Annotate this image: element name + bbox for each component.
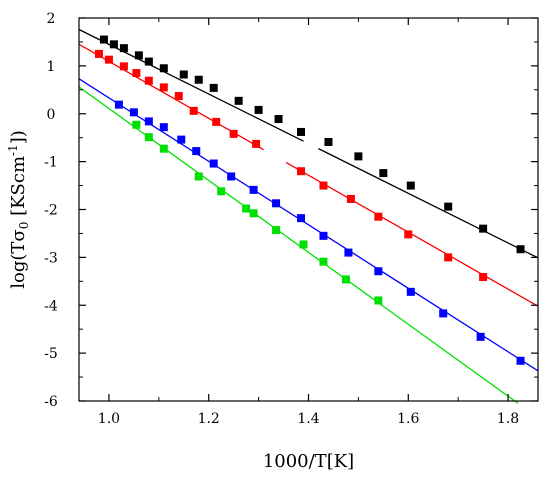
data-point-series-1-17: [406, 181, 415, 190]
data-point-series-4-11: [341, 275, 350, 284]
data-point-series-4-8: [272, 226, 281, 235]
data-point-series-3-16: [439, 309, 448, 318]
fit-lines-layer: [78, 28, 539, 404]
data-point-series-2-11: [252, 139, 261, 148]
y-axis-title-sub: 0: [17, 222, 31, 230]
data-point-series-3-3: [144, 117, 153, 126]
y-axis-title-sup: -1: [6, 144, 20, 156]
data-point-series-1-5: [144, 57, 153, 66]
fit-line-series-1-segment-2: [318, 148, 539, 259]
data-point-series-2-5: [144, 76, 153, 85]
y-tick-label: -3: [44, 250, 58, 266]
data-point-series-3-14: [374, 267, 383, 276]
data-point-series-1-18: [444, 202, 453, 211]
axis-ticks-layer: 1.0 1.2 1.4 1.6 1.8 2 1 0 -1 -2 -3 -4 -5 -6: [44, 11, 538, 427]
y-axis-title-prefix: log(T: [8, 242, 29, 289]
data-point-series-2-1: [94, 49, 103, 58]
data-point-series-3-15: [406, 287, 415, 296]
data-point-series-3-12: [319, 231, 328, 240]
data-point-series-3-4: [159, 123, 168, 132]
data-point-series-4-6: [242, 204, 251, 213]
data-point-series-2-4: [132, 69, 141, 78]
data-point-series-2-8: [189, 106, 198, 115]
data-point-series-1-12: [274, 115, 283, 124]
y-axis-title-units-open: [KScm: [8, 156, 29, 222]
x-tick-label: 1.4: [297, 411, 319, 427]
y-tick-label: -1: [44, 155, 58, 171]
data-point-series-1-13: [297, 127, 306, 136]
data-point-series-2-12: [297, 167, 306, 176]
y-tick-label: 2: [47, 11, 56, 27]
data-point-series-3-18: [516, 356, 525, 365]
data-point-series-1-7: [179, 70, 188, 79]
data-point-series-3-10: [272, 199, 281, 208]
y-axis-title-units-close: ]): [8, 130, 29, 144]
data-point-series-1-16: [379, 169, 388, 178]
data-point-series-4-7: [249, 209, 258, 218]
data-point-series-1-4: [134, 51, 143, 60]
data-point-series-3-8: [227, 172, 236, 181]
y-axis-title: log(Tσ0 [KScm-1]): [6, 130, 31, 289]
data-point-series-2-7: [174, 92, 183, 101]
y-tick-label: 0: [47, 107, 56, 123]
y-tick-label: -5: [44, 346, 58, 362]
y-tick-label: -6: [44, 394, 58, 410]
y-tick-label: -2: [44, 203, 58, 219]
plot-frame: [78, 17, 539, 402]
data-point-series-4-12: [374, 296, 383, 305]
x-tick-label: 1.0: [98, 411, 120, 427]
data-point-series-4-4: [194, 172, 203, 181]
x-tick-label: 1.8: [497, 411, 519, 427]
data-point-series-1-8: [194, 75, 203, 84]
data-point-series-3-9: [249, 185, 258, 194]
data-point-series-3-17: [476, 332, 485, 341]
x-tick-label: 1.2: [198, 411, 220, 427]
data-point-series-1-14: [324, 137, 333, 146]
data-point-series-4-3: [159, 144, 168, 153]
data-point-series-4-9: [299, 240, 308, 249]
y-axis-title-sigma: σ: [8, 229, 29, 241]
data-point-series-3-13: [344, 248, 353, 257]
data-point-series-2-2: [104, 55, 113, 64]
data-point-series-3-6: [192, 147, 201, 156]
data-point-series-1-11: [254, 105, 263, 114]
fit-line-series-3: [78, 78, 539, 372]
data-points-layer: [94, 35, 525, 365]
data-point-series-1-10: [234, 96, 243, 105]
data-point-series-2-14: [346, 194, 355, 203]
data-point-series-1-1: [99, 35, 108, 44]
data-point-series-3-5: [177, 135, 186, 144]
data-point-series-3-2: [129, 108, 138, 117]
data-point-series-1-2: [109, 40, 118, 49]
data-point-series-1-15: [354, 152, 363, 161]
data-point-series-2-3: [119, 62, 128, 71]
data-point-series-4-10: [319, 257, 328, 266]
data-point-series-2-18: [479, 273, 488, 282]
data-point-series-2-16: [404, 230, 413, 239]
data-point-series-4-2: [144, 133, 153, 142]
data-point-series-1-20: [516, 245, 525, 254]
data-point-series-1-6: [159, 64, 168, 73]
data-point-series-2-13: [319, 181, 328, 190]
y-tick-label: -4: [44, 298, 58, 314]
data-point-series-1-3: [119, 44, 128, 53]
data-point-series-2-15: [374, 212, 383, 221]
data-point-series-3-11: [297, 214, 306, 223]
x-axis-title: 1000/T[K]: [263, 451, 354, 472]
data-point-series-4-5: [217, 187, 226, 196]
data-point-series-3-7: [209, 159, 218, 168]
data-point-series-2-17: [444, 253, 453, 262]
data-point-series-4-1: [132, 120, 141, 129]
data-point-series-3-1: [114, 100, 123, 109]
data-point-series-1-9: [209, 83, 218, 92]
data-point-series-2-9: [212, 117, 221, 126]
y-tick-label: 1: [47, 59, 56, 75]
data-point-series-2-6: [159, 83, 168, 92]
x-tick-label: 1.6: [397, 411, 419, 427]
data-point-series-1-19: [479, 224, 488, 233]
data-point-series-2-10: [229, 129, 238, 138]
